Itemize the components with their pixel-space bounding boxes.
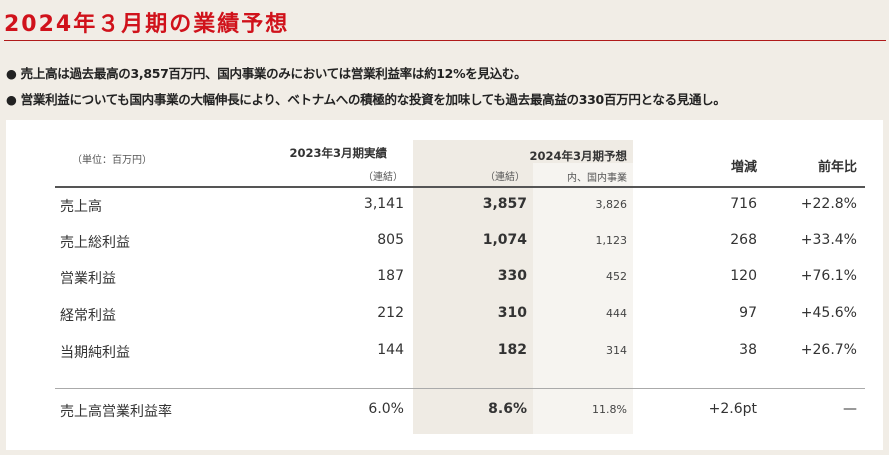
cell-domestic: 452 — [606, 270, 627, 283]
bullet-2: ● 営業利益についても国内事業の大幅伸長により、ベトナムへの積極的な投資を加味し… — [6, 89, 726, 108]
header-fy2024-sub: （連結） — [485, 172, 525, 183]
bullet-icon: ● — [6, 66, 17, 81]
bullet-icon: ● — [6, 92, 17, 107]
cell-fy2024: 8.6% — [488, 401, 527, 417]
cell-fy2023: 144 — [377, 342, 404, 358]
cell-domestic: 314 — [606, 344, 627, 357]
cell-fy2024: 330 — [497, 268, 527, 284]
cell-fy2024: 1,074 — [482, 232, 527, 248]
cell-yoy: +33.4% — [800, 232, 857, 248]
cell-label: 営業利益 — [60, 271, 116, 287]
cell-domestic: 444 — [606, 307, 627, 320]
header-fy2023-sub: （連結） — [363, 172, 403, 183]
cell-label: 売上総利益 — [60, 235, 130, 251]
page-title: 2024年３月期の業績予想 — [4, 12, 290, 37]
cell-yoy: — — [843, 401, 857, 417]
cell-change: 38 — [739, 342, 757, 358]
row-divider — [55, 388, 865, 389]
cell-change: 97 — [739, 305, 757, 321]
bullet-text: 営業利益についても国内事業の大幅伸長により、ベトナムへの積極的な投資を加味しても… — [20, 92, 726, 107]
bullet-1: ● 売上高は過去最高の3,857百万円、国内事業のみにおいては営業利益率は約12… — [6, 63, 527, 82]
cell-fy2024: 3,857 — [482, 196, 527, 212]
cell-fy2024: 310 — [497, 305, 527, 321]
forecast-column-shade — [413, 140, 533, 434]
cell-label: 売上高営業利益率 — [60, 404, 172, 420]
cell-change: +2.6pt — [708, 401, 757, 417]
header-fy2024-domestic: 内、国内事業 — [567, 173, 627, 184]
cell-change: 268 — [730, 232, 757, 248]
cell-change: 716 — [730, 196, 757, 212]
cell-label: 売上高 — [60, 199, 102, 215]
cell-fy2023: 6.0% — [368, 401, 404, 417]
cell-label: 経常利益 — [60, 308, 116, 324]
header-change: 増減 — [730, 160, 757, 175]
cell-fy2023: 805 — [377, 232, 404, 248]
cell-change: 120 — [730, 268, 757, 284]
cell-yoy: +26.7% — [800, 342, 857, 358]
cell-fy2023: 212 — [377, 305, 404, 321]
cell-domestic: 1,123 — [595, 234, 628, 247]
cell-label: 当期純利益 — [60, 345, 130, 361]
header-divider — [55, 186, 865, 188]
cell-yoy: +45.6% — [800, 305, 857, 321]
title-divider — [4, 40, 886, 41]
header-fy2024: 2024年3月期予想 — [529, 149, 627, 163]
cell-fy2023: 3,141 — [363, 196, 404, 212]
bullet-text: 売上高は過去最高の3,857百万円、国内事業のみにおいては営業利益率は約12%を… — [20, 66, 527, 81]
cell-domestic: 3,826 — [595, 198, 628, 211]
cell-domestic: 11.8% — [592, 403, 627, 416]
header-fy2023: 2023年3月期実績 — [289, 146, 387, 160]
cell-yoy: +22.8% — [800, 196, 857, 212]
cell-fy2024: 182 — [497, 342, 527, 358]
cell-yoy: +76.1% — [800, 268, 857, 284]
cell-fy2023: 187 — [377, 268, 404, 284]
header-yoy: 前年比 — [817, 160, 857, 175]
forecast-header-shade — [533, 140, 633, 163]
unit-label: （単位：百万円） — [72, 155, 152, 166]
